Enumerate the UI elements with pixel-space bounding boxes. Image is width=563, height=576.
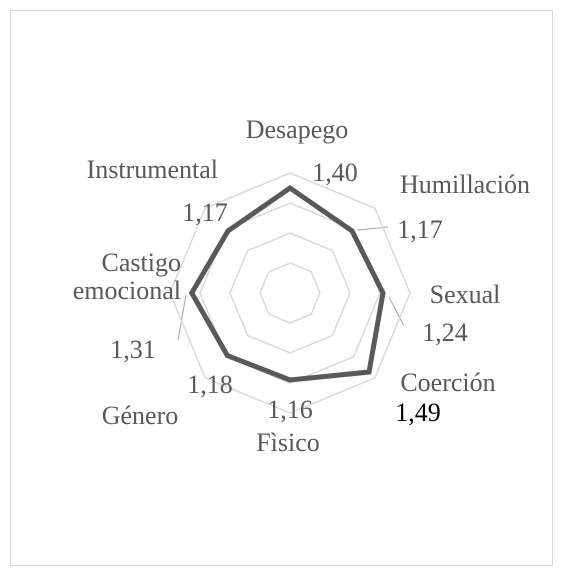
grid-ring [169, 172, 411, 414]
data-label: 1,18 [187, 370, 233, 399]
data-label: 1,16 [267, 395, 313, 424]
data-label: 1,17 [182, 198, 228, 227]
data-label: 1,31 [110, 335, 156, 364]
category-label: Coerción [400, 368, 496, 397]
leader-line [177, 294, 187, 341]
grid-ring [229, 232, 351, 354]
category-label: Humillación [400, 170, 530, 199]
data-label: 1,24 [422, 318, 468, 347]
data-label: 1,17 [397, 215, 443, 244]
chart-border [10, 10, 553, 566]
category-label: Instrumental [86, 155, 218, 184]
radar-line [188, 184, 386, 383]
category-label: Sexual [429, 280, 501, 309]
category-label: Género [101, 401, 179, 430]
grid-ring [259, 262, 321, 324]
data-label: 1,40 [312, 158, 358, 187]
category-label: Castigo emocional [72, 248, 181, 305]
category-label: Fìsico [256, 428, 320, 457]
category-label: Desapego [245, 115, 349, 144]
data-label: 1,49 [395, 398, 441, 427]
leader-line [388, 296, 405, 327]
